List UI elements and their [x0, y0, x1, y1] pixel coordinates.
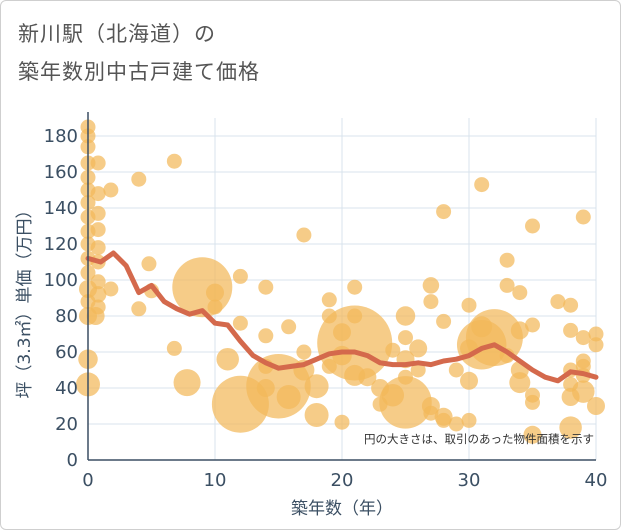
x-tick-label: 10	[204, 470, 227, 491]
data-bubble	[423, 294, 439, 310]
data-bubble	[321, 292, 337, 308]
data-bubble	[499, 252, 515, 268]
data-bubble	[206, 283, 224, 302]
y-tick-label: 160	[44, 162, 78, 183]
data-bubble	[258, 328, 274, 344]
data-bubble	[281, 319, 297, 335]
axes	[87, 112, 596, 461]
data-bubble	[550, 294, 566, 310]
y-tick-label: 100	[44, 270, 78, 291]
data-bubble	[131, 301, 147, 317]
data-bubble	[173, 369, 201, 397]
data-bubble	[166, 153, 182, 169]
data-bubble	[276, 385, 301, 409]
data-bubble	[575, 330, 591, 346]
x-tick-label: 30	[458, 470, 481, 491]
data-bubble	[296, 227, 312, 243]
data-bubble	[103, 182, 119, 198]
data-bubble	[216, 347, 239, 371]
data-bubble	[474, 177, 490, 193]
data-bubble	[436, 313, 452, 329]
y-tick-label: 180	[44, 126, 78, 147]
y-tick-label: 0	[67, 450, 78, 471]
data-bubble	[422, 277, 440, 294]
data-bubble	[258, 279, 274, 295]
data-bubble	[572, 380, 595, 403]
data-bubble	[90, 274, 106, 290]
size-note: 円の大きさは、取引のあった物件面積を示す	[364, 432, 594, 446]
data-bubble	[131, 171, 147, 187]
data-bubble	[499, 277, 515, 293]
data-bubble	[461, 412, 477, 428]
data-bubble	[575, 209, 591, 225]
y-tick-label: 140	[44, 198, 78, 219]
data-bubble	[304, 403, 329, 427]
data-bubble	[563, 297, 579, 313]
data-bubble	[90, 205, 106, 221]
chart-title-line1: 新川駅（北海道）の	[18, 22, 216, 46]
data-bubble	[410, 362, 426, 378]
data-bubble	[525, 317, 540, 333]
data-bubble	[510, 321, 529, 340]
data-bubble	[525, 394, 540, 410]
data-bubble	[90, 155, 106, 171]
chart-title-line2: 築年数別中古戸建て価格	[18, 60, 260, 84]
tick-labels: 0 20 40 60 80 100 120 140 160 180 0 10 20 30 40	[44, 126, 608, 491]
data-bubble	[379, 376, 432, 429]
data-bubble	[232, 268, 248, 284]
data-bubble	[90, 186, 106, 202]
data-bubble	[512, 285, 528, 301]
data-bubble	[563, 322, 579, 338]
x-tick-label: 40	[585, 470, 608, 491]
data-bubble	[89, 286, 107, 303]
y-tick-label: 60	[55, 342, 78, 363]
data-bubble	[347, 279, 363, 295]
y-tick-label: 120	[44, 234, 78, 255]
data-bubble	[296, 344, 312, 360]
data-bubble	[461, 297, 477, 313]
data-bubble	[166, 340, 182, 356]
data-bubble	[207, 299, 223, 315]
data-bubble	[460, 371, 478, 390]
data-bubble	[409, 339, 428, 358]
data-bubble	[334, 414, 350, 430]
data-bubble	[436, 204, 452, 220]
x-axis-label: 築年数（年）	[291, 499, 393, 519]
data-bubble	[90, 222, 106, 238]
data-bubble	[587, 397, 605, 415]
data-bubble	[86, 307, 105, 325]
data-bubble	[448, 362, 464, 378]
data-bubble	[103, 281, 119, 297]
x-tick-label: 0	[82, 470, 93, 491]
data-bubble	[395, 306, 416, 326]
data-bubble	[141, 256, 157, 272]
bubble-series	[76, 119, 605, 444]
y-tick-label: 40	[55, 378, 78, 399]
data-bubble	[523, 425, 542, 444]
data-bubble	[90, 240, 106, 256]
data-bubble	[232, 315, 248, 331]
data-bubble	[588, 337, 604, 353]
y-tick-label: 80	[55, 306, 78, 327]
data-bubble	[448, 416, 464, 432]
y-tick-label: 20	[55, 414, 78, 435]
data-bubble	[304, 374, 329, 399]
data-bubble	[559, 416, 582, 439]
data-bubble	[385, 342, 401, 358]
data-bubble	[436, 412, 452, 428]
data-bubble	[398, 330, 413, 346]
y-axis-label: 坪（3.3㎡）単価（万円）	[15, 201, 35, 398]
data-bubble	[588, 326, 604, 342]
x-tick-label: 20	[331, 470, 354, 491]
data-bubble	[525, 218, 540, 234]
data-bubble	[509, 372, 531, 394]
trend-line	[85, 250, 599, 384]
data-bubble	[358, 368, 377, 387]
